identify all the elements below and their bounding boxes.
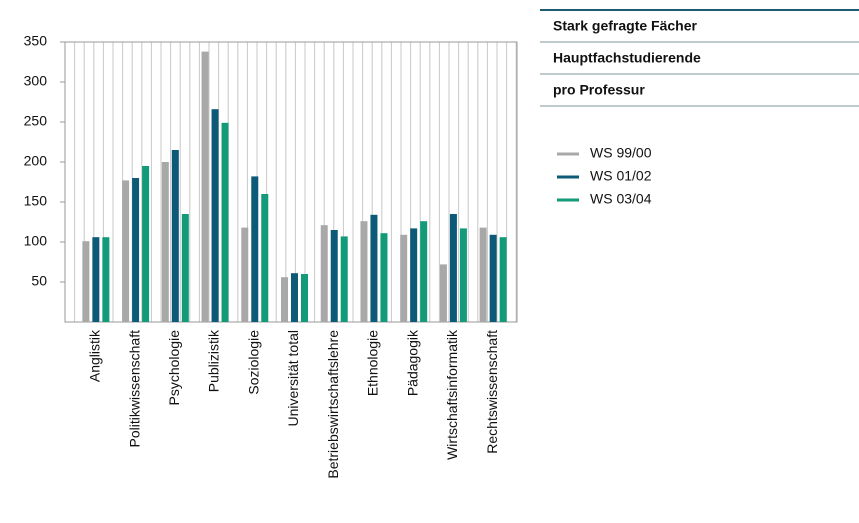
y-tick-label: 150 (24, 193, 48, 209)
x-tick-label: Betriebswirtschaftslehre (325, 330, 341, 479)
x-tick-label: Anglistik (87, 329, 103, 382)
x-tick-label: Universität total (285, 330, 301, 426)
legend-label: WS 01/02 (590, 168, 652, 184)
bar (291, 273, 298, 322)
y-tick-label: 200 (24, 153, 48, 169)
bar (380, 233, 388, 322)
bar (489, 234, 497, 322)
bar (161, 162, 169, 322)
bar (221, 122, 229, 322)
title-line: pro Professur (553, 82, 645, 98)
x-tick-label: Soziologie (245, 330, 261, 395)
bar (122, 180, 130, 322)
bar (211, 109, 219, 322)
bar (301, 274, 308, 322)
x-tick-label: Wirtschaftsinformatik (444, 329, 460, 460)
y-tick-label: 250 (24, 113, 48, 129)
bar (479, 227, 487, 322)
x-tick-label: Ethnologie (365, 330, 381, 396)
x-tick-label: Rechtswissenschaft (484, 330, 500, 454)
x-tick-label: Pädagogik (404, 329, 420, 396)
bar (459, 228, 467, 322)
bar (439, 264, 447, 322)
title-line: Stark gefragte Fächer (553, 18, 697, 34)
bar (142, 166, 150, 322)
y-tick-label: 350 (24, 33, 48, 49)
bar (181, 214, 189, 322)
title-line: Hauptfachstudierende (553, 50, 701, 66)
bar (420, 221, 428, 322)
bar (92, 237, 100, 322)
bar (340, 236, 348, 322)
bar (330, 230, 338, 322)
y-tick-label: 100 (24, 233, 48, 249)
bar (499, 237, 507, 322)
legend-label: WS 99/00 (590, 145, 652, 161)
bar (82, 241, 90, 322)
bar (400, 234, 408, 322)
bar (281, 277, 288, 322)
bar (201, 51, 209, 322)
bar (241, 227, 249, 322)
bar (360, 221, 368, 322)
bar (320, 225, 328, 322)
bar (261, 194, 269, 322)
bar (410, 228, 418, 322)
bar (370, 214, 378, 322)
y-tick-label: 300 (24, 73, 48, 89)
bar (171, 150, 179, 322)
legend-label: WS 03/04 (590, 191, 652, 207)
y-tick-label: 50 (31, 273, 47, 289)
bar (251, 176, 259, 322)
bar (449, 214, 457, 322)
bar (132, 178, 140, 322)
x-tick-label: Publizistik (206, 329, 222, 392)
x-tick-label: Psychologie (166, 330, 182, 406)
x-tick-label: Politikwissenschaft (126, 330, 142, 448)
bar (102, 237, 110, 322)
